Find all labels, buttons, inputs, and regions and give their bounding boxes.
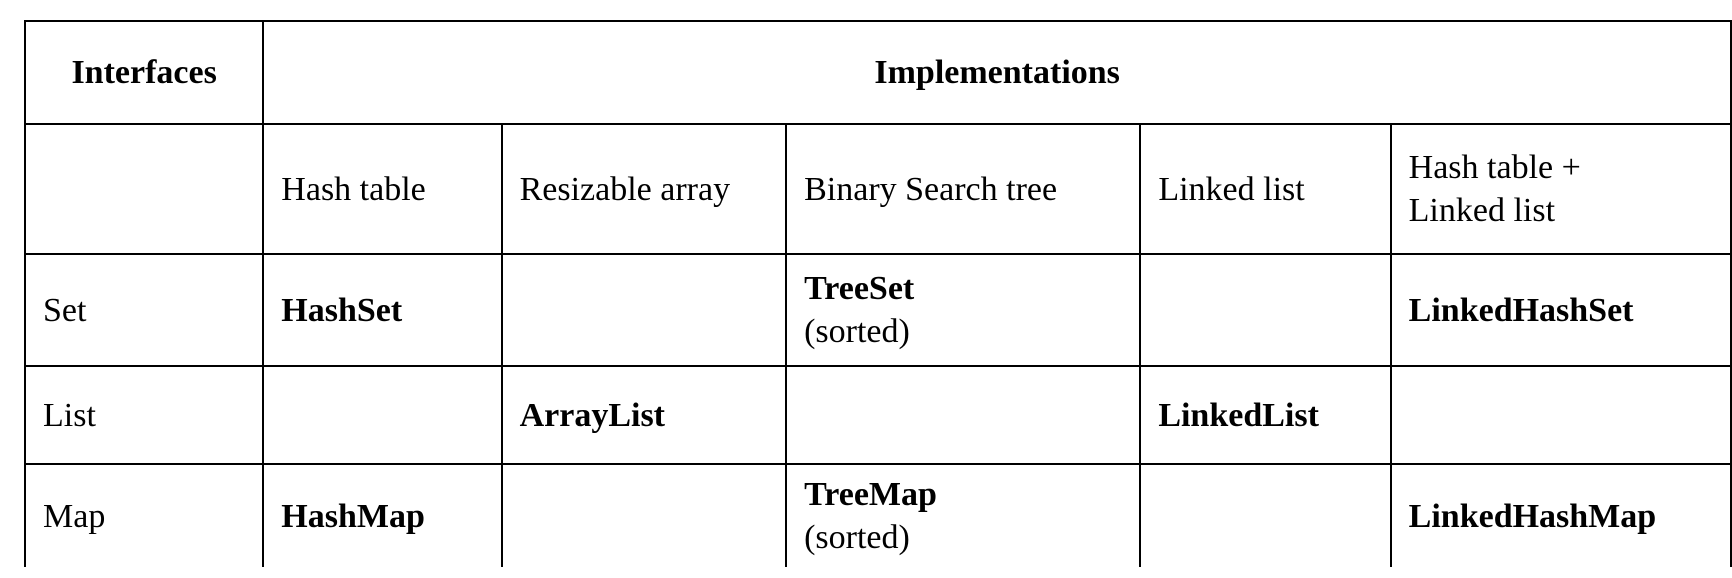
category-row: Hash table Resizable array Binary Search… — [23, 123, 1732, 255]
empty-cell — [1139, 463, 1392, 567]
interface-map: Map — [23, 463, 265, 567]
impl-linkedhashset: LinkedHashSet — [1389, 253, 1732, 367]
table-row-set: Set HashSet TreeSet (sorted) LinkedHashS… — [23, 253, 1732, 367]
impl-hashset: HashSet — [262, 253, 503, 367]
impl-treeset-cell: TreeSet (sorted) — [785, 253, 1142, 367]
sorted-note: (sorted) — [804, 313, 910, 350]
impl-treemap-cell: TreeMap (sorted) — [785, 463, 1142, 567]
impl-hashmap: HashMap — [262, 463, 503, 567]
implementations-header: Implementations — [262, 20, 1732, 125]
empty-cell — [785, 365, 1142, 465]
empty-cell — [500, 253, 788, 367]
collections-table: Interfaces Implementations Hash table Re… — [23, 20, 1732, 567]
category-binary-search-tree: Binary Search tree — [785, 123, 1142, 255]
empty-cell — [500, 463, 788, 567]
interface-list: List — [23, 365, 265, 465]
interface-set: Set — [23, 253, 265, 367]
sorted-note: (sorted) — [804, 519, 910, 556]
category-hash-table-linked-list: Hash table + Linked list — [1389, 123, 1732, 255]
empty-cell — [1139, 253, 1392, 367]
header-row: Interfaces Implementations — [23, 20, 1732, 125]
category-hash-linked-line2: Linked list — [1408, 192, 1556, 229]
empty-cell — [23, 123, 265, 255]
category-hash-table: Hash table — [262, 123, 503, 255]
impl-treemap: TreeMap — [804, 476, 937, 513]
table-row-map: Map HashMap TreeMap (sorted) LinkedHashM… — [23, 463, 1732, 567]
empty-cell — [262, 365, 503, 465]
category-linked-list: Linked list — [1139, 123, 1392, 255]
impl-linkedlist: LinkedList — [1139, 365, 1392, 465]
empty-cell — [1389, 365, 1732, 465]
category-hash-linked-line1: Hash table + — [1408, 149, 1581, 186]
interfaces-header: Interfaces — [23, 20, 265, 125]
impl-arraylist: ArrayList — [500, 365, 788, 465]
table-row-list: List ArrayList LinkedList — [23, 365, 1732, 465]
category-resizable-array: Resizable array — [500, 123, 788, 255]
impl-treeset: TreeSet — [804, 270, 915, 307]
impl-linkedhashmap: LinkedHashMap — [1389, 463, 1732, 567]
